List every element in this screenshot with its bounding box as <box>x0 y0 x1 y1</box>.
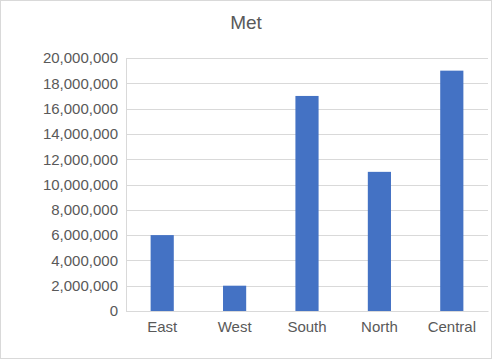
bar <box>151 235 174 311</box>
y-tick: 8,000,000 <box>51 201 126 218</box>
x-axis-line <box>127 311 489 312</box>
grid-line <box>126 311 488 312</box>
plot: 0 2,000,000 4,000,000 6,000,000 8,000,000 10,… <box>43 49 489 334</box>
y-axis-line <box>126 59 127 312</box>
x-axis: East West South North Central <box>127 311 489 335</box>
y-tick: 10,000,000 <box>43 176 126 193</box>
x-tick-label: South <box>287 318 326 335</box>
y-tick-label: 14,000,000 <box>43 125 118 142</box>
chart: Met 0 2,000,000 4,000,000 6,000,000 8,000,000… <box>0 0 492 359</box>
y-tick-label: 4,000,000 <box>51 252 118 269</box>
y-tick-label: 8,000,000 <box>51 201 118 218</box>
bar <box>368 172 391 311</box>
bar <box>223 286 246 311</box>
grid <box>126 59 488 312</box>
y-tick-label: 2,000,000 <box>51 277 118 294</box>
x-tick-label: West <box>218 318 253 335</box>
y-tick: 14,000,000 <box>43 125 126 142</box>
y-axis: 0 2,000,000 4,000,000 6,000,000 8,000,000 10,… <box>43 49 127 319</box>
bar <box>440 71 463 311</box>
y-tick: 0 <box>110 302 126 319</box>
grid-line <box>126 58 488 59</box>
x-tick: South <box>287 311 326 335</box>
y-tick-label: 18,000,000 <box>43 75 118 92</box>
x-tick: North <box>361 311 398 335</box>
y-tick: 18,000,000 <box>43 75 126 92</box>
chart-frame <box>1 1 492 359</box>
y-tick: 2,000,000 <box>51 277 126 294</box>
x-tick-label: East <box>147 318 178 335</box>
y-tick-label: 20,000,000 <box>43 49 118 66</box>
grid-line <box>126 83 488 84</box>
x-tick-label: Central <box>428 318 476 335</box>
y-tick: 16,000,000 <box>43 100 126 117</box>
y-tick-label: 0 <box>110 302 118 319</box>
bars <box>151 71 464 311</box>
bar <box>295 96 318 311</box>
y-tick: 12,000,000 <box>43 151 126 168</box>
x-tick: West <box>218 311 253 335</box>
y-tick-label: 10,000,000 <box>43 176 118 193</box>
y-tick: 6,000,000 <box>51 226 126 243</box>
y-tick: 4,000,000 <box>51 252 126 269</box>
x-tick: East <box>147 311 178 335</box>
chart-title: Met <box>230 12 262 33</box>
y-tick-label: 12,000,000 <box>43 151 118 168</box>
y-tick: 20,000,000 <box>43 49 126 66</box>
y-tick-label: 16,000,000 <box>43 100 118 117</box>
x-tick: Central <box>428 311 476 335</box>
x-tick-label: North <box>361 318 398 335</box>
y-tick-label: 6,000,000 <box>51 226 118 243</box>
